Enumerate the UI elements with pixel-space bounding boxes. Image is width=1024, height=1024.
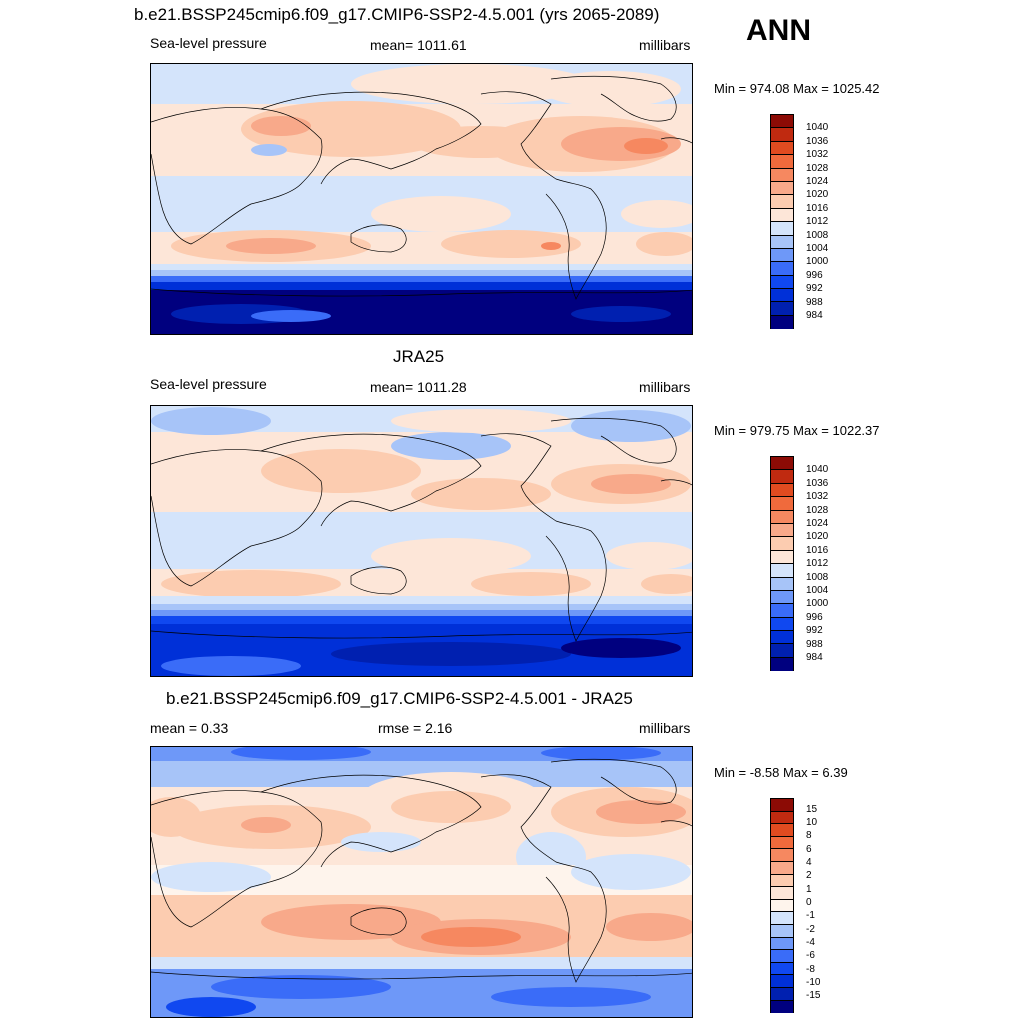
panel-2-mean-label: mean= 1011.28 xyxy=(370,379,467,395)
panel-3-map xyxy=(150,746,693,1018)
panel-3-colorbar-tick: -2 xyxy=(806,924,815,935)
panel-2-colorbar xyxy=(770,456,794,672)
panel-2-colorbar-tick: 996 xyxy=(806,612,823,623)
panel-1-colorbar-tick: 1024 xyxy=(806,176,829,187)
panel-3-mean-label: mean = 0.33 xyxy=(150,720,229,736)
panel-1-map xyxy=(150,63,693,335)
panel-1-colorbar-tick: 1004 xyxy=(806,243,829,254)
panel-3-colorbar-tick: -4 xyxy=(806,937,815,948)
panel-2-colorbar-tick: 984 xyxy=(806,652,823,663)
panel-3-title: b.e21.BSSP245cmip6.f09_g17.CMIP6-SSP2-4.… xyxy=(166,689,633,708)
panel-3-colorbar-tick: -15 xyxy=(806,990,821,1001)
panel-1-colorbar-tick: 1032 xyxy=(806,149,829,160)
panel-1-colorbar-tick: 984 xyxy=(806,310,823,321)
panel-2-colorbar-tick: 1016 xyxy=(806,545,829,556)
panel-2-map xyxy=(150,405,693,677)
panel-3-colorbar-tick: 6 xyxy=(806,844,812,855)
panel-3-colorbar-tick: 8 xyxy=(806,830,812,841)
panel-3-colorbar-tick: -6 xyxy=(806,950,815,961)
panel-2-colorbar-tick: 1040 xyxy=(806,464,829,475)
panel-1-colorbar-tick: 1012 xyxy=(806,216,829,227)
panel-2-colorbar-tick: 1036 xyxy=(806,478,829,489)
panel-2-colorbar-tick: 988 xyxy=(806,639,823,650)
panel-2-colorbar-tick: 1032 xyxy=(806,491,829,502)
panel-2-colorbar-tick: 1008 xyxy=(806,572,829,583)
panel-3-colorbar-tick: -8 xyxy=(806,964,815,975)
panel-1-units-label: millibars xyxy=(639,37,691,53)
panel-2-variable-label: Sea-level pressure xyxy=(150,376,267,392)
panel-3-colorbar xyxy=(770,798,794,1014)
panel-1-colorbar-tick: 1020 xyxy=(806,189,829,200)
panel-3-colorbar-tick: 15 xyxy=(806,804,818,815)
panel-3-colorbar-tick: 2 xyxy=(806,870,812,881)
panel-1-colorbar-tick: 1028 xyxy=(806,163,829,174)
panel-3-rmse-label: rmse = 2.16 xyxy=(378,720,453,736)
panel-2-colorbar-tick: 992 xyxy=(806,625,823,636)
panel-2-colorbar-tick: 1028 xyxy=(806,505,829,516)
panel-2-colorbar-tick: 1012 xyxy=(806,558,829,569)
panel-2-title: JRA25 xyxy=(393,347,445,366)
panel-2-colorbar-tick: 1020 xyxy=(806,531,829,542)
panel-1-title: b.e21.BSSP245cmip6.f09_g17.CMIP6-SSP2-4.… xyxy=(134,5,660,24)
panel-2-units-label: millibars xyxy=(639,379,691,395)
panel-2-minmax: Min = 979.75 Max = 1022.37 xyxy=(714,423,880,438)
panel-1-colorbar-tick: 988 xyxy=(806,297,823,308)
panel-1-colorbar-tick: 1008 xyxy=(806,230,829,241)
panel-2-colorbar-tick: 1024 xyxy=(806,518,829,529)
panel-1-variable-label: Sea-level pressure xyxy=(150,35,267,51)
panel-3-colorbar-tick: -10 xyxy=(806,977,821,988)
panel-1-colorbar xyxy=(770,114,794,330)
panel-1-colorbar-tick: 1040 xyxy=(806,122,829,133)
panel-1-colorbar-tick: 992 xyxy=(806,283,823,294)
panel-2-colorbar-tick: 1004 xyxy=(806,585,829,596)
panel-1-colorbar-tick: 1036 xyxy=(806,136,829,147)
panel-3-units-label: millibars xyxy=(639,720,691,736)
season-label: ANN xyxy=(746,14,811,47)
panel-2-colorbar-tick: 1000 xyxy=(806,598,829,609)
panel-1-colorbar-tick: 1000 xyxy=(806,256,829,267)
panel-1-mean-label: mean= 1011.61 xyxy=(370,37,467,53)
panel-3-colorbar-tick: 0 xyxy=(806,897,812,908)
panel-3-colorbar-tick: -1 xyxy=(806,910,815,921)
panel-3-colorbar-tick: 4 xyxy=(806,857,812,868)
panel-3-colorbar-tick: 10 xyxy=(806,817,818,828)
panel-1-colorbar-tick: 1016 xyxy=(806,203,829,214)
panel-3-colorbar-tick: 1 xyxy=(806,884,812,895)
panel-1-colorbar-tick: 996 xyxy=(806,270,823,281)
panel-1-minmax: Min = 974.08 Max = 1025.42 xyxy=(714,81,880,96)
panel-3-minmax: Min = -8.58 Max = 6.39 xyxy=(714,765,848,780)
